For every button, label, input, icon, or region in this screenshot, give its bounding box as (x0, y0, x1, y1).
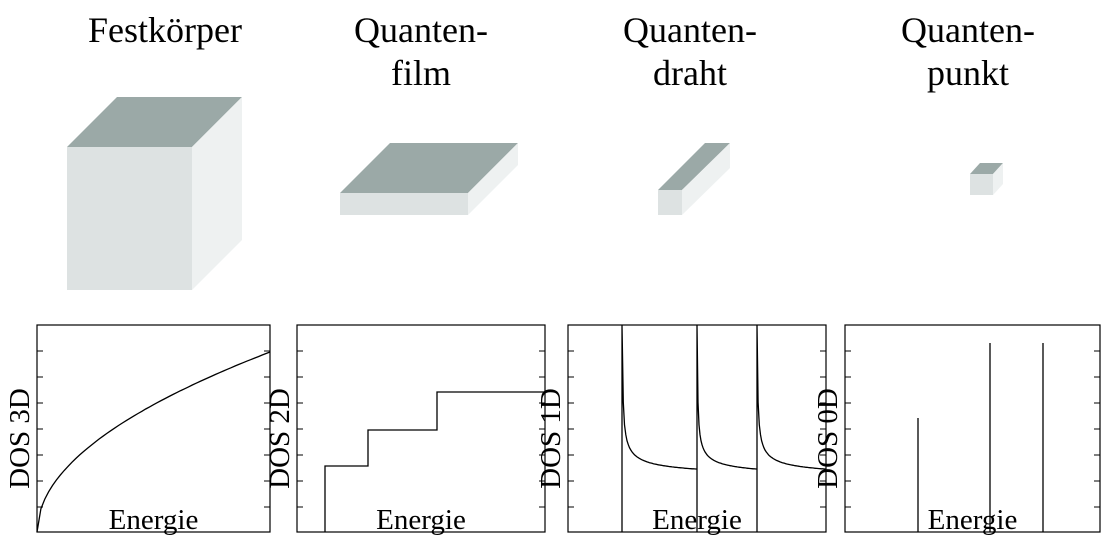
y-axis-label: DOS 3D (4, 388, 36, 489)
plot-frame (845, 325, 1100, 532)
y-axis-label: DOS 2D (264, 388, 296, 489)
quantum-film (340, 143, 518, 215)
panel-title: Festkörper (88, 10, 242, 50)
x-axis-label: Energie (376, 504, 466, 536)
y-axis-label: DOS 0D (812, 388, 844, 489)
plot-frame (37, 325, 270, 532)
plot-frame (297, 325, 545, 532)
y-axis-label: DOS 1D (535, 388, 567, 489)
panel-title: draht (653, 53, 727, 93)
quantum-dot (970, 163, 1003, 195)
x-axis-label: Energie (928, 504, 1018, 536)
dos-1d-curve (622, 325, 826, 532)
panel-title: film (391, 53, 451, 93)
bulk-cube (67, 97, 242, 290)
panel-title: Quanten- (901, 10, 1035, 50)
quantum-wire (658, 143, 730, 215)
x-axis-label: Energie (109, 504, 199, 536)
diagram: Festkörper DOS 3D Energie Quanten-film DOS 2… (0, 0, 1101, 545)
panel-title: Quanten- (623, 10, 757, 50)
panel-title: punkt (927, 53, 1009, 93)
panel-title: Quanten- (354, 10, 488, 50)
